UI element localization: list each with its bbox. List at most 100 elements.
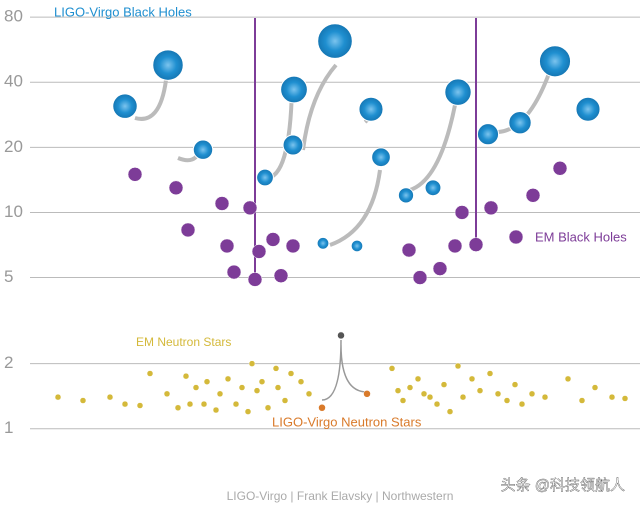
series-label: LIGO-Virgo Neutron Stars — [272, 414, 422, 429]
point — [388, 365, 396, 372]
point — [244, 408, 252, 415]
point — [483, 200, 499, 216]
point — [444, 78, 472, 106]
y-tick-label: 20 — [4, 137, 23, 156]
point — [192, 384, 200, 391]
point — [258, 378, 266, 385]
point — [216, 390, 224, 398]
point — [285, 238, 301, 254]
point — [316, 236, 330, 250]
point — [281, 397, 289, 404]
point — [426, 393, 434, 401]
point — [454, 205, 470, 220]
point — [440, 381, 448, 388]
point — [264, 404, 272, 412]
point — [525, 188, 541, 203]
point — [224, 375, 232, 383]
point — [112, 93, 138, 119]
point — [174, 404, 182, 412]
point — [219, 238, 235, 254]
point — [446, 408, 454, 415]
point — [394, 387, 402, 394]
point — [406, 384, 414, 391]
point — [459, 393, 467, 401]
point — [214, 196, 230, 211]
point — [182, 372, 190, 380]
series-label: EM Black Holes — [535, 229, 627, 244]
point — [508, 110, 532, 135]
point — [476, 387, 484, 394]
point — [274, 384, 282, 391]
point — [511, 381, 519, 388]
point — [238, 384, 246, 391]
y-tick-label: 40 — [4, 72, 23, 91]
point — [54, 393, 62, 401]
point — [538, 45, 572, 78]
point — [121, 400, 129, 408]
footer: LIGO-Virgo | Frank Elavsky | Northwester… — [227, 489, 454, 503]
point — [317, 23, 353, 59]
point — [503, 397, 511, 404]
point — [282, 134, 304, 156]
y-tick-label: 2 — [4, 353, 13, 372]
point — [447, 238, 463, 254]
point — [486, 370, 494, 377]
point — [242, 200, 258, 216]
point — [608, 393, 616, 401]
y-tick-label: 10 — [4, 202, 23, 221]
point — [297, 378, 305, 385]
point — [476, 123, 500, 146]
point — [163, 390, 171, 398]
point — [192, 139, 214, 160]
point — [152, 49, 184, 81]
point — [251, 244, 267, 259]
point — [79, 397, 87, 404]
point — [363, 390, 371, 398]
point — [136, 402, 144, 409]
point — [212, 406, 220, 414]
point — [412, 270, 428, 285]
point — [272, 365, 280, 372]
point — [401, 242, 417, 258]
point — [180, 222, 196, 238]
point — [168, 180, 184, 196]
point — [518, 400, 526, 408]
y-tick-label: 5 — [4, 267, 13, 286]
ns-merger-arrow — [321, 339, 368, 401]
point — [200, 400, 208, 408]
point — [541, 393, 549, 401]
point — [358, 96, 384, 122]
point — [305, 390, 313, 398]
point — [575, 96, 601, 122]
point — [528, 390, 536, 398]
point — [432, 261, 448, 276]
watermark: 头条 @科技领航人 — [501, 477, 625, 494]
point — [552, 161, 568, 176]
point — [256, 168, 274, 187]
point — [371, 147, 391, 168]
point — [591, 384, 599, 391]
point — [127, 167, 143, 182]
point — [433, 400, 441, 408]
point — [318, 404, 326, 412]
point — [232, 400, 240, 408]
point — [399, 397, 407, 404]
point — [248, 360, 256, 367]
point — [203, 378, 211, 385]
point — [106, 393, 114, 401]
point — [287, 370, 295, 377]
point — [468, 375, 476, 383]
point — [247, 272, 263, 287]
point — [420, 390, 428, 398]
point — [508, 229, 524, 245]
point — [186, 400, 194, 408]
point — [424, 179, 442, 197]
point — [337, 331, 345, 340]
series-label: EM Neutron Stars — [136, 335, 231, 349]
point — [146, 370, 154, 377]
point — [621, 395, 629, 402]
point — [273, 268, 289, 283]
y-tick-label: 1 — [4, 418, 13, 437]
point — [280, 75, 308, 104]
